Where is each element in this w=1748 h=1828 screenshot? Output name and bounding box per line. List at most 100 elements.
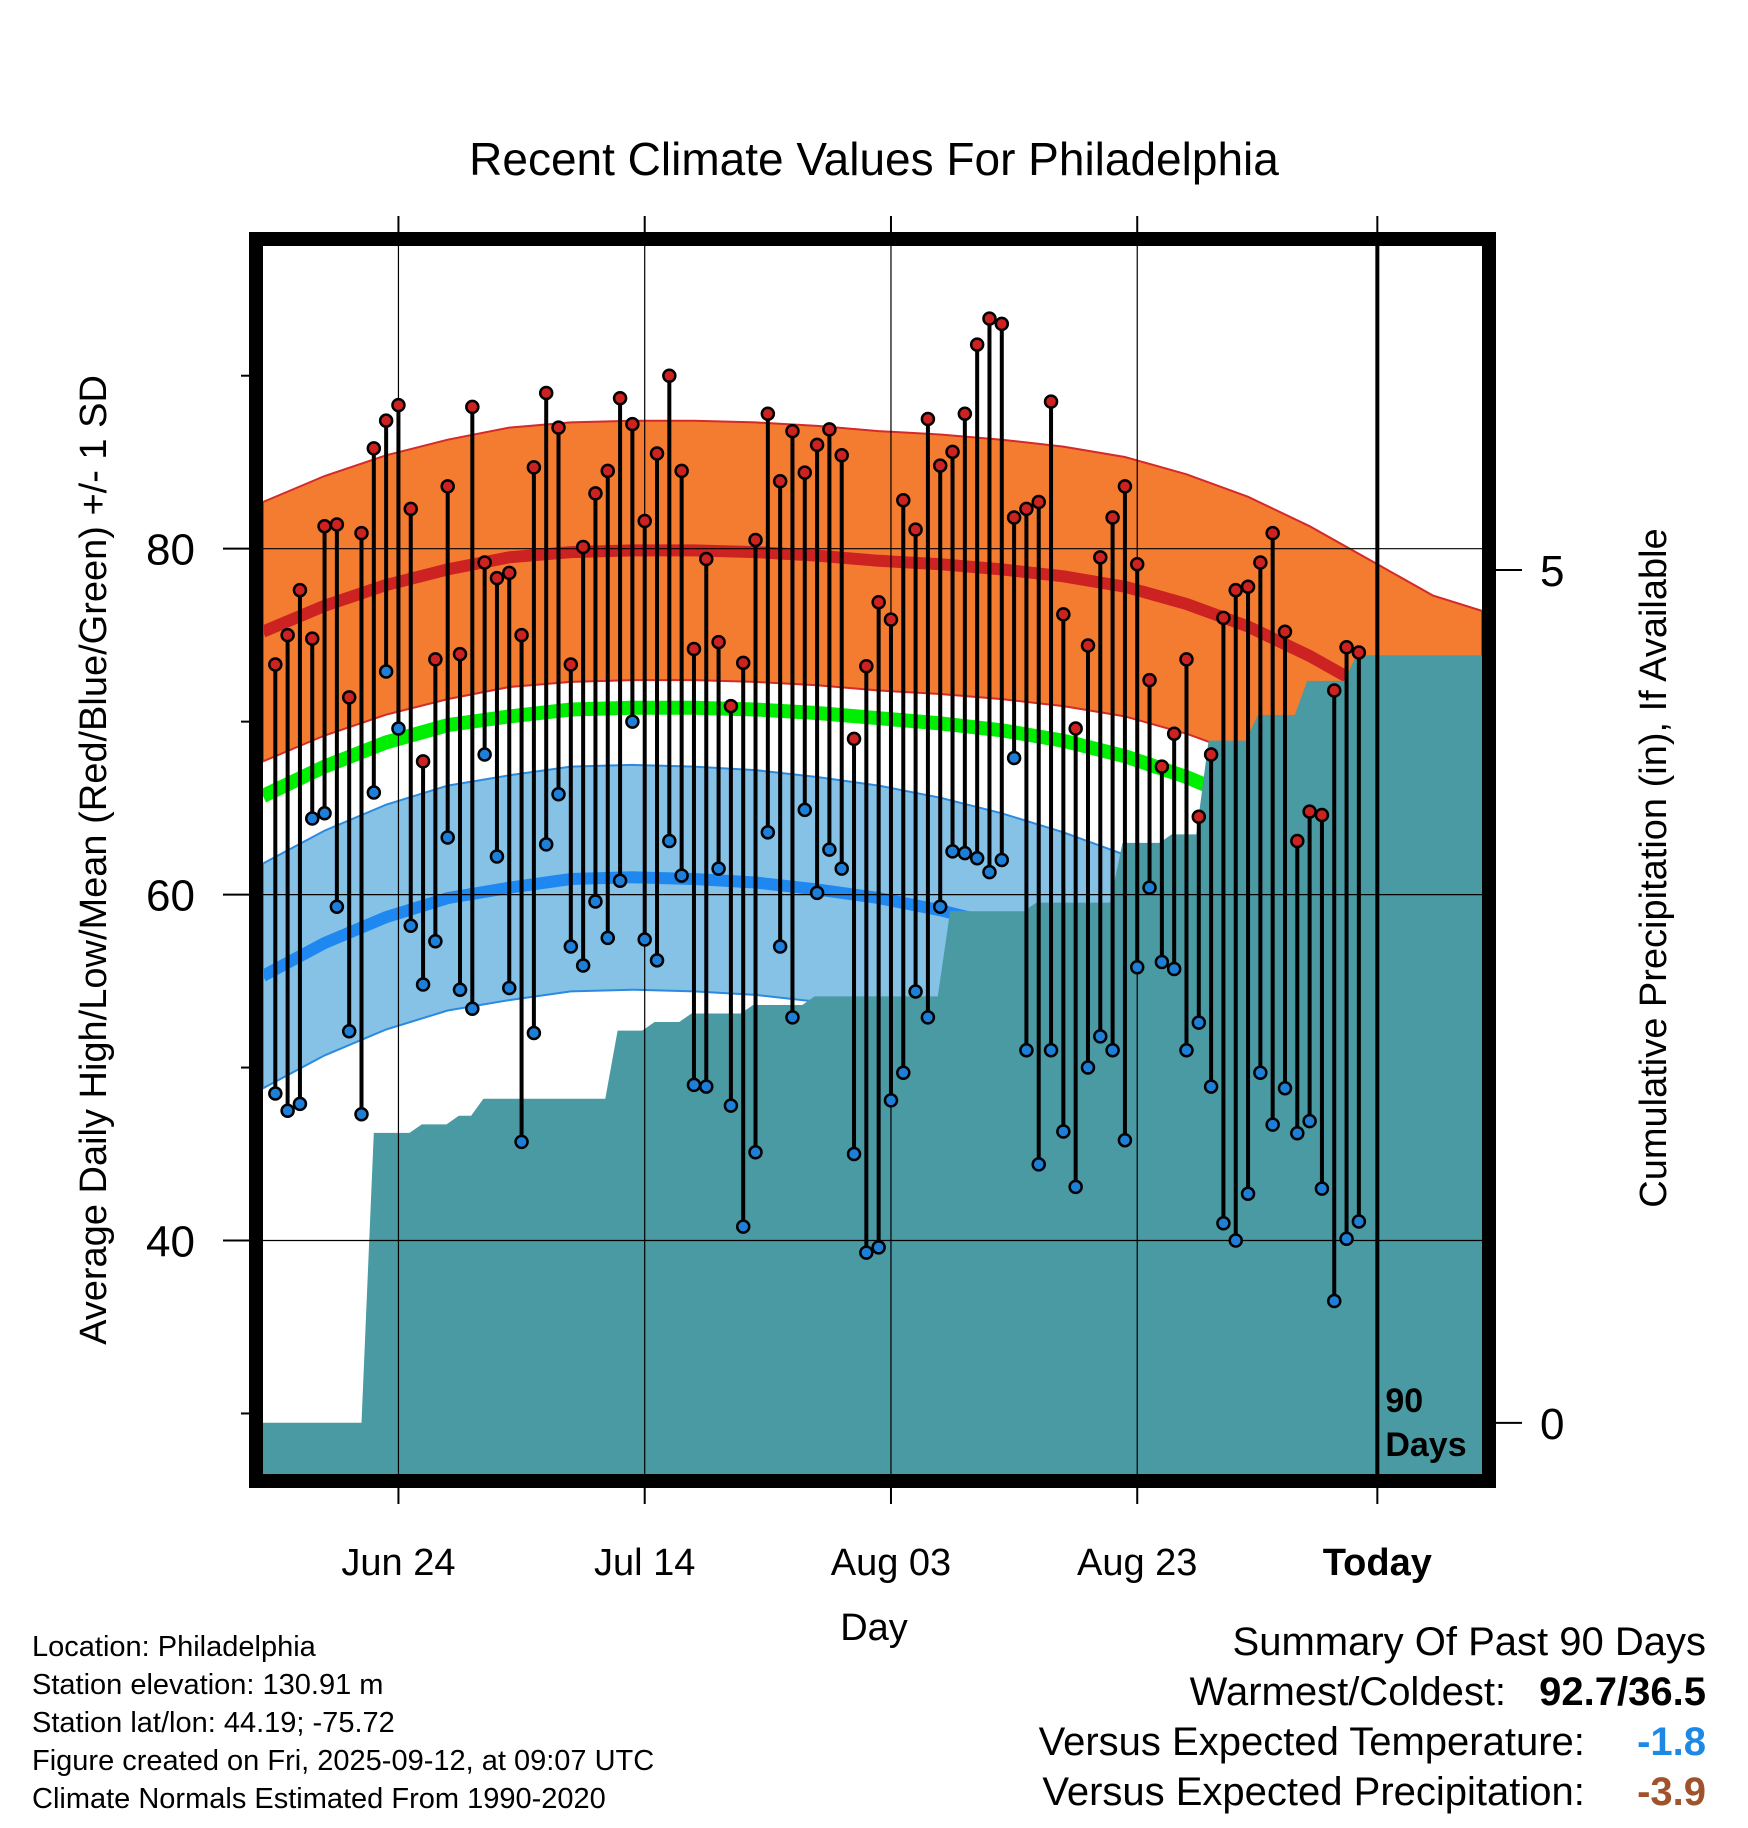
low-temp-point [268,1086,283,1101]
high-temp-point [1154,759,1170,774]
low-temp-point [896,1065,911,1080]
high-temp-point [477,555,492,570]
high-temp-point [1080,638,1096,653]
low-temp-point [711,861,726,876]
y2-tick-label: 5 [1540,547,1564,596]
low-temp-point [674,868,689,883]
low-temp-point [305,811,320,826]
high-temp-point [1031,494,1046,510]
high-temp-point [785,423,800,439]
high-temp-point [502,565,517,581]
low-temp-point [1129,959,1145,975]
temp-anomaly-value: -1.8 [1637,1720,1706,1764]
normal-high-line [260,544,1484,747]
high-temp-point [1166,726,1182,741]
summary-title: Summary Of Past 90 Days [1232,1620,1706,1664]
summary-panel: Summary Of Past 90 Days Warmest/Coldest:… [906,1620,1706,1820]
high-temp-point [1216,610,1231,626]
low-temp-point [489,849,505,864]
low-temp-point [1031,1157,1046,1172]
low-temp-point [1080,1060,1096,1075]
low-temp-point [465,1001,480,1016]
y-axis-label: Average Daily High/Low/Mean (Red/Blue/Gr… [73,375,115,1345]
high-temp-point [465,399,480,415]
high-temp-point [674,463,689,479]
x-tick-label: Aug 03 [831,1542,951,1584]
high-temp-point [1253,555,1268,570]
low-temp-point [1117,1132,1133,1148]
low-temp-point [403,918,419,933]
high-temp-point [1314,807,1330,823]
low-temp-point [982,864,997,880]
low-temp-point [723,1098,739,1113]
high-temp-point [625,416,640,432]
low-temp-point [637,932,652,947]
low-temp-point [1216,1215,1231,1231]
low-temp-point [772,939,788,954]
x-tick-label: Aug 23 [1077,1542,1197,1584]
high-temp-point [1351,645,1367,660]
low-temp-point [760,825,776,840]
high-temp-point [526,460,542,475]
high-temp-point [612,390,628,406]
low-temp-point [1253,1065,1268,1080]
high-temp-point [403,501,419,517]
low-temp-point [797,802,813,818]
warm-cold-row: Warmest/Coldest: 92.7/36.5 [1190,1670,1706,1715]
low-temp-point [945,844,960,859]
high-temp-point [1339,640,1354,655]
high-temp-point [1068,721,1083,736]
low-temp-point [280,1103,295,1119]
x-axis-label: Day [840,1607,908,1649]
low-temp-point [649,953,665,968]
x-tick-label: Jul 14 [594,1542,695,1584]
high-temp-point [883,612,899,627]
high-temp-point [1056,607,1071,622]
high-temp-point [1191,809,1207,825]
high-temp-point [440,479,455,494]
low-temp-point [1351,1214,1367,1229]
x-tick-label: Today [1323,1542,1432,1584]
low-temp-point [834,861,849,876]
low-temp-point [969,851,985,866]
location-text: Location: Philadelphia [32,1631,316,1663]
warm-cold-label: Warmest/Coldest: [1189,1670,1507,1714]
low-temp-point [612,873,628,889]
high-temp-point [711,634,726,650]
low-temp-point [391,721,406,736]
low-temp-point [1043,1043,1059,1058]
high-temp-point [797,465,813,480]
low-temp-point [477,747,492,762]
high-temp-point [969,337,985,352]
low-temp-point [785,1010,800,1025]
low-temp-point [428,934,443,949]
y2-tick-label: 0 [1540,1400,1564,1449]
precip-area [263,655,1482,1474]
low-temp-point [748,1145,763,1160]
high-temp-point [415,754,431,769]
low-temp-point [625,714,640,729]
latlon-text: Station lat/lon: 44.19; -75.72 [32,1707,395,1739]
precip-anomaly-value: -3.9 [1637,1770,1706,1814]
precip-anomaly-row: Versus Expected Precipitation: -3.9 [1042,1770,1706,1815]
high-temp-point [600,463,616,479]
y-tick-label: 60 [146,872,195,921]
low-temp-point [1006,750,1022,766]
x-tick-label: Jun 24 [341,1542,455,1584]
precip-anomaly-label: Versus Expected Precipitation: [1042,1770,1585,1814]
high-temp-point [1142,672,1157,688]
low-temp-point [871,1240,886,1255]
low-temp-point [1142,880,1157,895]
high-temp-point [489,570,505,586]
high-temp-point [957,406,973,422]
low-temp-point [1314,1181,1330,1196]
high-temp-point [1105,510,1120,525]
y-tick-label: 40 [146,1218,195,1267]
high-temp-point [994,316,1010,332]
high-temp-point [1129,556,1145,572]
y2-axis-label: Cumulative Precipitation (in), If Availa… [1633,528,1675,1207]
warm-cold-value: 92.7/36.5 [1539,1670,1706,1714]
high-temp-point [699,551,714,567]
high-temp-point [538,385,554,401]
low-temp-point [538,837,554,852]
